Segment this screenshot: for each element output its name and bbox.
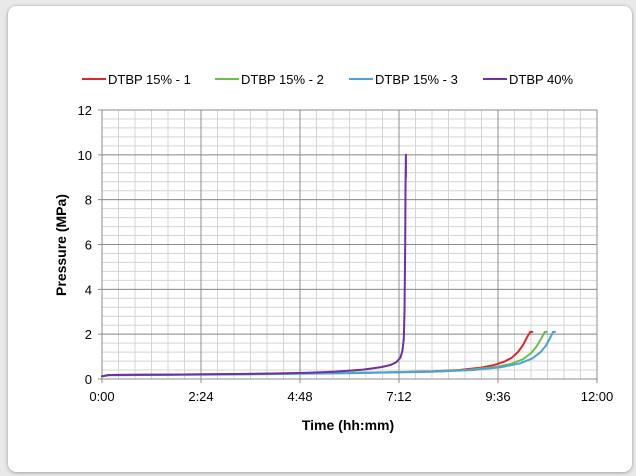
y-tick-label: 8 xyxy=(85,193,92,208)
series-line-4 xyxy=(101,153,407,378)
x-tick-label: 0:00 xyxy=(89,389,114,404)
y-tick-label: 10 xyxy=(78,148,92,163)
plot-area-border xyxy=(101,109,598,380)
x-tick-label: 4:48 xyxy=(287,389,312,404)
x-tick-label: 7:12 xyxy=(386,389,411,404)
legend-label: DTBP 15% - 1 xyxy=(108,72,191,87)
legend-item-3: DTBP 15% - 3 xyxy=(349,72,458,87)
x-tick-label: 9:36 xyxy=(485,389,510,404)
chart-card xyxy=(8,6,632,472)
legend-label: DTBP 40% xyxy=(509,72,574,87)
series-lines xyxy=(101,153,557,378)
legend-label: DTBP 15% - 2 xyxy=(241,72,324,87)
y-tick-label: 2 xyxy=(85,327,92,342)
legend-item-4: DTBP 40% xyxy=(483,72,574,87)
legend-label: DTBP 15% - 3 xyxy=(375,72,458,87)
y-tick-label: 6 xyxy=(85,238,92,253)
y-tick-label: 12 xyxy=(78,103,92,118)
legend-item-2: DTBP 15% - 2 xyxy=(215,72,324,87)
x-axis-title: Time (hh:mm) xyxy=(302,417,394,433)
legend: DTBP 15% - 1 DTBP 15% - 2 DTBP 15% - 3 DTBP… xyxy=(82,72,574,87)
y-axis-title: Pressure (MPa) xyxy=(53,194,69,296)
x-tick-label: 2:24 xyxy=(188,389,213,404)
major-gridlines xyxy=(98,109,598,383)
tick-labels: 0:00 2:24 4:48 7:12 9:36 12:00 0 2 4 6 8 10 12 xyxy=(78,103,614,404)
y-tick-label: 4 xyxy=(85,282,92,297)
y-tick-label: 0 xyxy=(85,372,92,387)
x-tick-label: 12:00 xyxy=(581,389,614,404)
legend-item-1: DTBP 15% - 1 xyxy=(82,72,191,87)
